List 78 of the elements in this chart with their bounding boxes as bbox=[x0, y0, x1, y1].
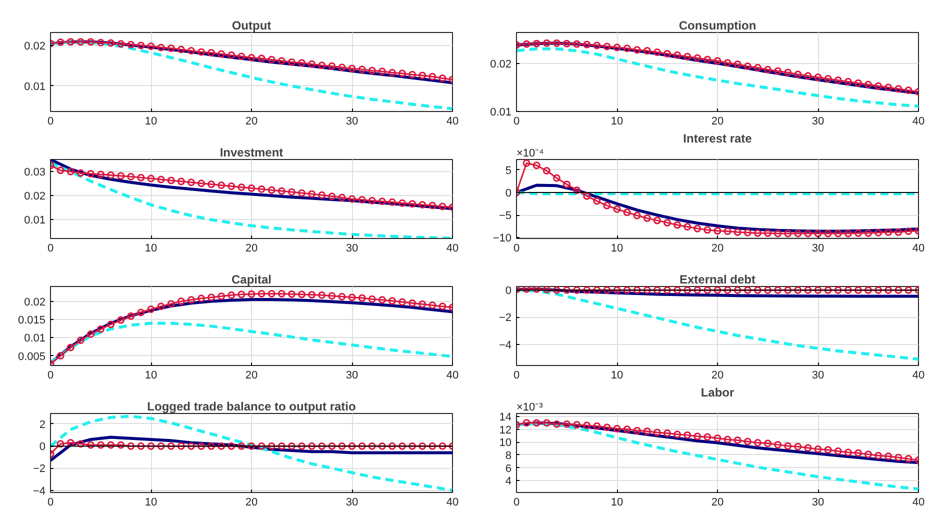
x-tick-label: 30 bbox=[346, 370, 358, 382]
x-tick-label: 10 bbox=[610, 496, 624, 508]
x-tick-label: 20 bbox=[711, 370, 724, 382]
y-tick-label: 6 bbox=[505, 462, 512, 475]
x-tick-label: 0 bbox=[513, 242, 520, 254]
y-tick-label: 0.02 bbox=[24, 190, 46, 203]
x-tick-label: 10 bbox=[144, 116, 158, 128]
x-tick-label: 40 bbox=[446, 242, 459, 254]
x-tick-label: 40 bbox=[912, 116, 925, 128]
y-tick-label: 0.02 bbox=[490, 58, 512, 70]
x-tick-label: 40 bbox=[912, 242, 925, 254]
x-tick-label: 10 bbox=[610, 116, 624, 128]
x-tick-label: 20 bbox=[711, 242, 724, 254]
x-tick-label: 20 bbox=[245, 242, 258, 254]
chart-title: Capital bbox=[231, 272, 272, 286]
x-tick-label: 0 bbox=[47, 370, 54, 382]
x-tick-label: 10 bbox=[610, 370, 624, 382]
x-tick-label: 10 bbox=[610, 242, 624, 254]
x-tick-label: 0 bbox=[47, 116, 54, 128]
y-tick-label: 0.01 bbox=[24, 214, 46, 227]
y-tick-label: 10 bbox=[499, 437, 512, 450]
y-tick-label: 0.01 bbox=[24, 80, 46, 93]
x-tick-label: 20 bbox=[245, 116, 258, 128]
y-tick-label: 5 bbox=[505, 164, 512, 177]
y-tick-label: −2 bbox=[498, 312, 512, 324]
chart-title: Output bbox=[232, 18, 272, 32]
y-tick-label: 0 bbox=[505, 187, 512, 200]
y-tick-label: −10 bbox=[492, 232, 512, 245]
x-tick-label: 40 bbox=[446, 370, 459, 382]
x-tick-label: 40 bbox=[912, 370, 925, 382]
x-tick-label: 0 bbox=[513, 496, 520, 508]
x-tick-label: 10 bbox=[144, 496, 158, 508]
x-tick-label: 20 bbox=[245, 496, 258, 508]
y-tick-label: 0.03 bbox=[24, 166, 46, 179]
y-tick-label: 0.01 bbox=[490, 106, 512, 118]
chart-title: Investment bbox=[220, 146, 284, 160]
y-tick-label: 4 bbox=[505, 476, 512, 488]
x-tick-label: 40 bbox=[912, 496, 925, 508]
x-tick-label: 20 bbox=[711, 496, 724, 508]
x-tick-label: 30 bbox=[812, 370, 824, 382]
chart-title: External debt bbox=[679, 272, 756, 286]
y-tick-label: 0.01 bbox=[24, 332, 46, 345]
y-tick-label: 8 bbox=[505, 450, 512, 462]
x-tick-label: 0 bbox=[47, 242, 54, 254]
chart-title: Logged trade balance to output ratio bbox=[147, 400, 356, 414]
y-tick-label: 0 bbox=[505, 285, 512, 298]
text: ×10⁻⁴ bbox=[516, 148, 544, 160]
y-tick-label: 12 bbox=[499, 424, 512, 436]
x-tick-label: 30 bbox=[346, 242, 358, 254]
x-tick-label: 0 bbox=[513, 370, 520, 382]
x-tick-label: 10 bbox=[144, 370, 158, 382]
chart-title: Consumption bbox=[678, 18, 756, 32]
x-tick-label: 20 bbox=[245, 370, 258, 382]
x-tick-label: 30 bbox=[812, 496, 824, 508]
x-tick-label: 30 bbox=[346, 116, 358, 128]
y-tick-label: 0 bbox=[39, 441, 46, 454]
x-tick-label: 0 bbox=[513, 116, 520, 128]
y-tick-label: −4 bbox=[32, 485, 46, 498]
y-tick-label: −4 bbox=[498, 339, 512, 352]
text: ×10⁻³ bbox=[516, 402, 544, 414]
y-tick-label: 0.02 bbox=[24, 296, 46, 309]
y-tick-label: 14 bbox=[499, 411, 512, 424]
chart-title: Interest rate bbox=[683, 132, 752, 146]
x-tick-label: 30 bbox=[812, 116, 824, 128]
x-tick-label: 10 bbox=[144, 242, 158, 254]
x-tick-label: 30 bbox=[346, 496, 358, 508]
x-tick-label: 0 bbox=[47, 496, 54, 508]
x-tick-label: 20 bbox=[711, 116, 724, 128]
x-tick-label: 40 bbox=[446, 116, 459, 128]
x-tick-label: 40 bbox=[446, 496, 459, 508]
x-tick-label: 30 bbox=[812, 242, 824, 254]
y-tick-label: 0.02 bbox=[24, 40, 46, 52]
y-tick-label: 0.005 bbox=[18, 350, 46, 363]
y-tick-label: 0.015 bbox=[18, 314, 46, 327]
y-tick-label: −2 bbox=[32, 463, 46, 476]
y-tick-label: −5 bbox=[498, 210, 512, 222]
y-tick-label: 2 bbox=[39, 418, 46, 431]
chart-title: Labor bbox=[700, 386, 734, 400]
